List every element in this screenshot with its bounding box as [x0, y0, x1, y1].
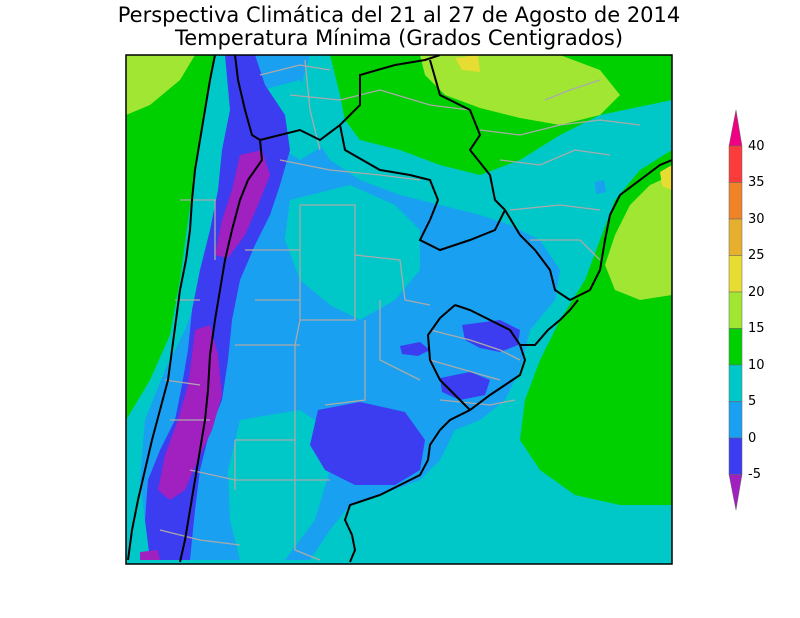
colorbar-label: 0 — [748, 431, 756, 446]
colorbar-bin-25-30 — [728, 218, 743, 256]
colorbar-label: 5 — [748, 394, 756, 409]
colorbar-label: 40 — [748, 139, 765, 154]
colorbar-label: -5 — [748, 467, 761, 482]
colorbar-bin-10-15 — [728, 328, 743, 366]
colorbar-label: 30 — [748, 212, 765, 227]
province-borders — [159, 59, 641, 561]
colorbar-bin-30-35 — [728, 182, 743, 220]
map-title: Perspectiva Climática del 21 al 27 de Ag… — [117, 3, 681, 27]
temperature-field — [126, 55, 672, 564]
colorbar-bin-0-5 — [728, 401, 743, 439]
colorbar-label: 20 — [748, 285, 765, 300]
coastline-and-borders — [127, 55, 672, 563]
colorbar: -5 0 5 10 15 20 25 30 35 40 — [728, 109, 765, 511]
colorbar-label: 15 — [748, 321, 765, 336]
map-subtitle: Temperatura Mínima (Grados Centigrados) — [174, 26, 624, 50]
colorbar-cap-bottom — [728, 474, 743, 511]
colorbar-bin-5-10 — [728, 364, 743, 402]
colorbar-bin-20-25 — [728, 255, 743, 293]
colorbar-label: 25 — [748, 248, 765, 263]
colorbar-label: 10 — [748, 358, 765, 373]
colorbar-label: 35 — [748, 175, 765, 190]
colorbar-bin-m5-0 — [728, 437, 743, 475]
map-frame — [125, 54, 673, 565]
colorbar-bin-35-40 — [728, 145, 743, 183]
colorbar-bin-15-20 — [728, 291, 743, 329]
colorbar-cap-top — [728, 109, 743, 147]
